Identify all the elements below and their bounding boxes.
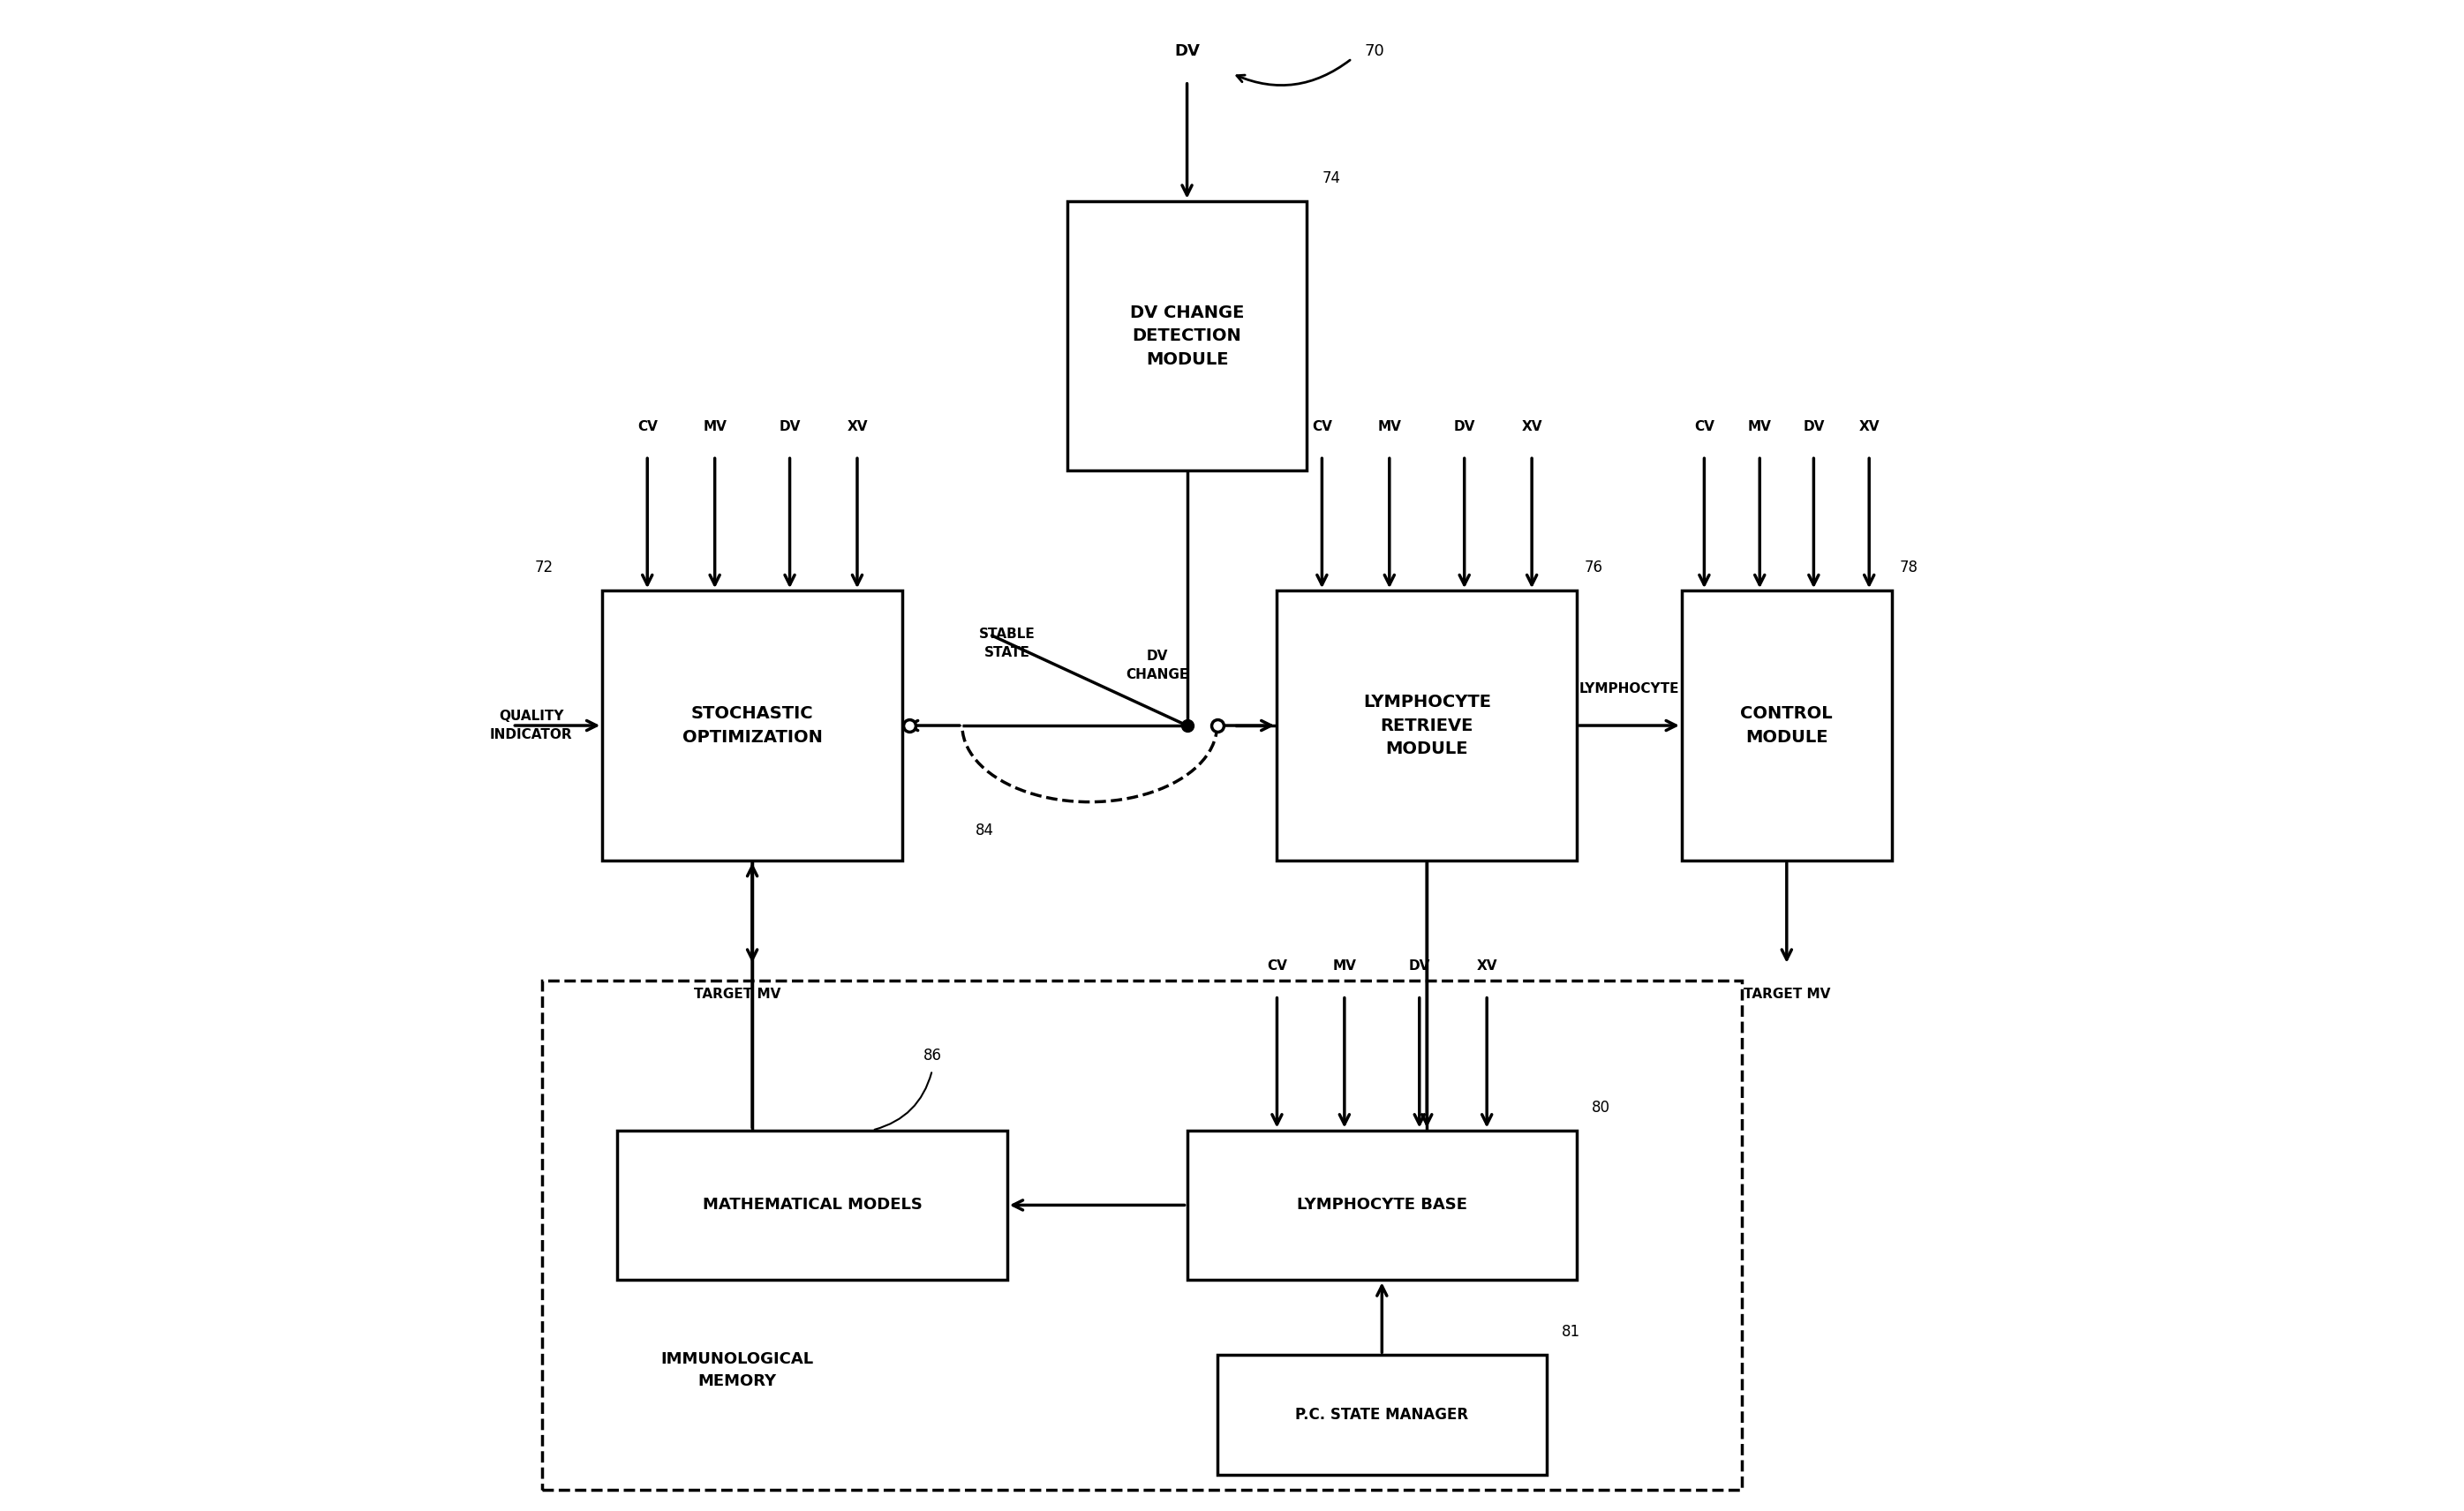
Text: XV: XV — [848, 420, 867, 434]
Text: QUALITY
INDICATOR: QUALITY INDICATOR — [490, 710, 572, 742]
FancyBboxPatch shape — [601, 591, 902, 860]
FancyBboxPatch shape — [1276, 591, 1577, 860]
Text: 76: 76 — [1584, 559, 1604, 576]
FancyBboxPatch shape — [1067, 201, 1306, 471]
Text: LYMPHOCYTE: LYMPHOCYTE — [1579, 683, 1680, 695]
Text: IMMUNOLOGICAL
MEMORY: IMMUNOLOGICAL MEMORY — [660, 1351, 813, 1389]
Text: DV
CHANGE: DV CHANGE — [1126, 650, 1188, 681]
Text: MATHEMATICAL MODELS: MATHEMATICAL MODELS — [702, 1197, 922, 1213]
Text: STABLE
STATE: STABLE STATE — [978, 627, 1035, 659]
Text: LYMPHOCYTE
RETRIEVE
MODULE: LYMPHOCYTE RETRIEVE MODULE — [1363, 694, 1491, 757]
Text: CV: CV — [1266, 959, 1286, 973]
Text: DV: DV — [1175, 44, 1200, 59]
Text: CONTROL
MODULE: CONTROL MODULE — [1740, 706, 1833, 745]
Text: MV: MV — [702, 420, 727, 434]
Text: P.C. STATE MANAGER: P.C. STATE MANAGER — [1296, 1407, 1469, 1423]
Text: CV: CV — [1311, 420, 1333, 434]
Text: 74: 74 — [1323, 171, 1340, 186]
Text: TARGET MV: TARGET MV — [695, 988, 781, 1002]
Text: 70: 70 — [1365, 44, 1385, 59]
Text: 78: 78 — [1900, 559, 1917, 576]
Text: 80: 80 — [1592, 1100, 1611, 1115]
Text: DV: DV — [1804, 420, 1823, 434]
Text: MV: MV — [1377, 420, 1402, 434]
Text: STOCHASTIC
OPTIMIZATION: STOCHASTIC OPTIMIZATION — [683, 706, 823, 745]
Text: MV: MV — [1747, 420, 1772, 434]
Text: 81: 81 — [1562, 1324, 1579, 1340]
Text: XV: XV — [1476, 959, 1498, 973]
FancyBboxPatch shape — [618, 1130, 1008, 1280]
Text: MV: MV — [1333, 959, 1355, 973]
Text: CV: CV — [638, 420, 658, 434]
Text: LYMPHOCYTE BASE: LYMPHOCYTE BASE — [1296, 1197, 1466, 1213]
Text: 86: 86 — [924, 1047, 941, 1064]
FancyBboxPatch shape — [1188, 1130, 1577, 1280]
Text: XV: XV — [1520, 420, 1542, 434]
Text: DV: DV — [1454, 420, 1476, 434]
Text: 72: 72 — [535, 559, 554, 576]
Text: TARGET MV: TARGET MV — [1742, 988, 1831, 1002]
FancyBboxPatch shape — [1217, 1355, 1547, 1475]
Text: DV CHANGE
DETECTION
MODULE: DV CHANGE DETECTION MODULE — [1131, 304, 1244, 367]
Text: DV: DV — [1409, 959, 1429, 973]
Text: DV: DV — [779, 420, 801, 434]
Text: CV: CV — [1695, 420, 1715, 434]
Text: 84: 84 — [976, 822, 993, 839]
Text: XV: XV — [1858, 420, 1880, 434]
FancyBboxPatch shape — [1683, 591, 1892, 860]
